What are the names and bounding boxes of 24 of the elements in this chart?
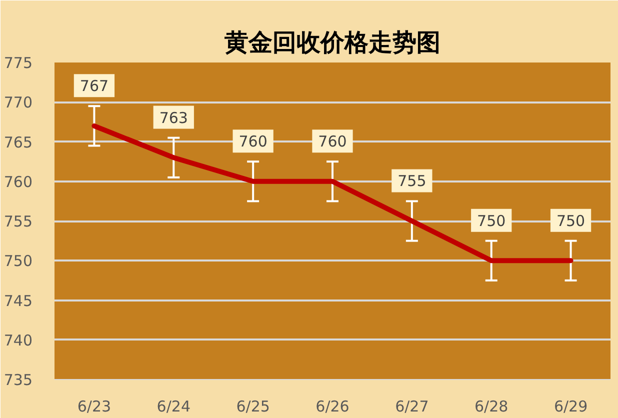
- y-tick-label: 750: [4, 252, 33, 270]
- data-label: 763: [159, 108, 188, 127]
- y-tick-label: 745: [4, 292, 33, 310]
- x-tick-label: 6/26: [316, 398, 350, 416]
- y-tick-label: 760: [4, 172, 33, 191]
- y-tick-label: 735: [4, 371, 33, 389]
- y-tick-label: 775: [4, 54, 33, 72]
- data-label: 750: [556, 212, 586, 230]
- data-label: 750: [477, 212, 506, 230]
- x-tick-label: 6/25: [236, 398, 270, 416]
- chart-title: 黄金回收价格走势图: [224, 28, 440, 56]
- x-tick-label: 6/28: [474, 398, 508, 416]
- x-tick-label: 6/29: [554, 398, 588, 416]
- x-tick-label: 6/24: [156, 398, 190, 416]
- y-tick-label: 740: [4, 331, 33, 350]
- y-tick-label: 755: [4, 212, 33, 230]
- y-tick-label: 770: [4, 94, 33, 112]
- x-tick-label: 6/27: [395, 398, 429, 416]
- data-label: 767: [80, 77, 109, 96]
- x-tick-label: 6/23: [77, 398, 112, 416]
- data-label: 760: [238, 132, 268, 151]
- data-label: 760: [318, 132, 347, 151]
- y-tick-label: 765: [4, 133, 33, 152]
- data-label: 755: [398, 172, 426, 190]
